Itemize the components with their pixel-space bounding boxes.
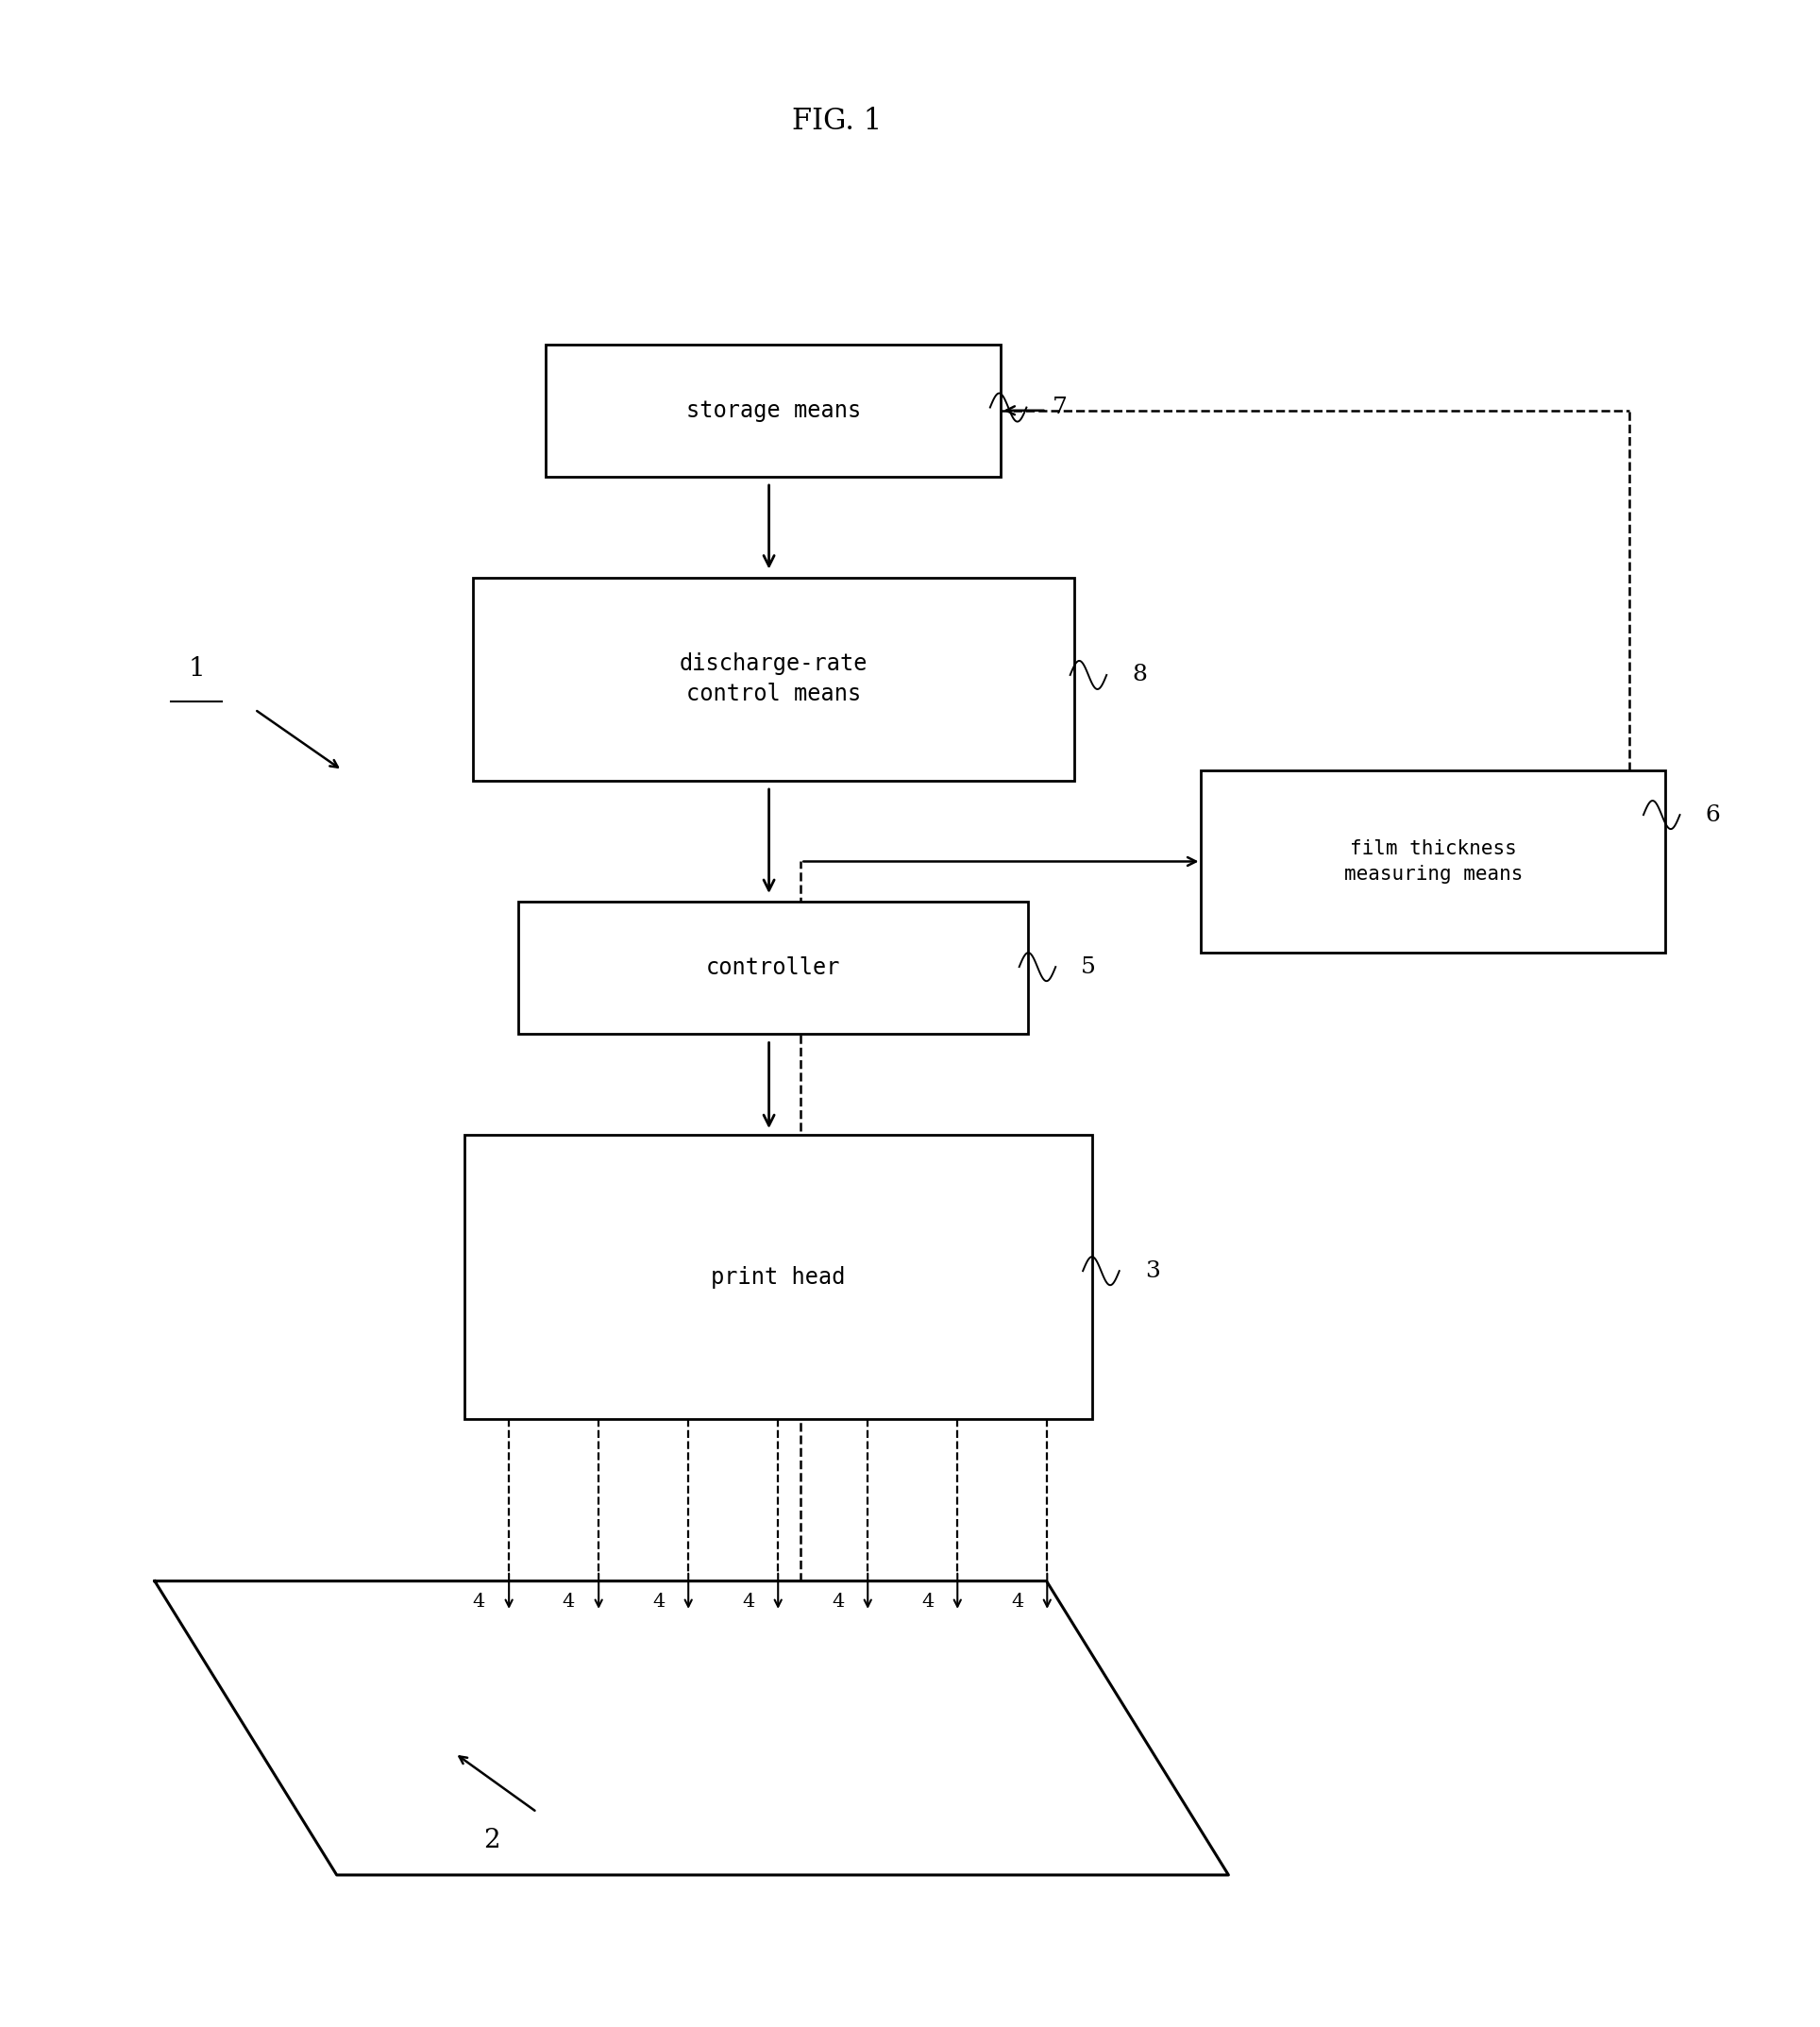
Text: 2: 2 xyxy=(482,1828,501,1853)
Text: 8: 8 xyxy=(1132,665,1147,685)
Text: 4: 4 xyxy=(921,1593,934,1609)
Text: 5: 5 xyxy=(1081,957,1096,977)
Bar xyxy=(546,345,1001,476)
Text: 4: 4 xyxy=(832,1593,844,1609)
Text: 4: 4 xyxy=(743,1593,753,1609)
Text: FIG. 1: FIG. 1 xyxy=(792,107,883,136)
Bar xyxy=(519,902,1028,1034)
Bar xyxy=(464,1135,1092,1419)
Text: 7: 7 xyxy=(1052,397,1067,418)
Text: discharge-rate
control means: discharge-rate control means xyxy=(679,653,868,705)
Bar xyxy=(1201,770,1665,953)
Text: 4: 4 xyxy=(562,1593,575,1609)
Bar xyxy=(473,578,1074,780)
Text: 6: 6 xyxy=(1705,805,1720,825)
Text: film thickness
measuring means: film thickness measuring means xyxy=(1343,839,1523,884)
Text: controller: controller xyxy=(706,957,841,979)
Text: storage means: storage means xyxy=(686,399,861,422)
Text: 4: 4 xyxy=(652,1593,664,1609)
Text: 4: 4 xyxy=(1010,1593,1023,1609)
Text: 3: 3 xyxy=(1145,1261,1159,1281)
Text: 1: 1 xyxy=(187,657,206,681)
Text: print head: print head xyxy=(712,1265,844,1289)
Text: 4: 4 xyxy=(473,1593,486,1609)
